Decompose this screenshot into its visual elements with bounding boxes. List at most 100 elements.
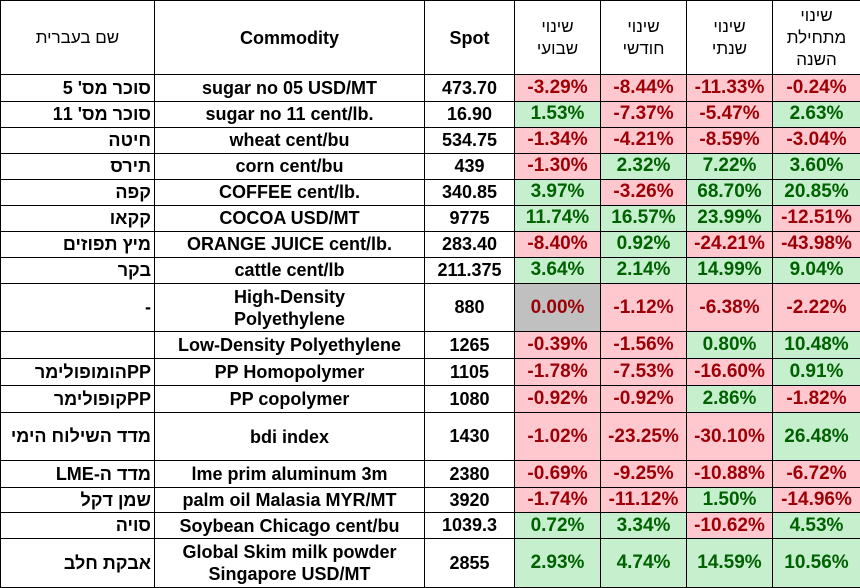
header-monthly-change: שינוי חודשי: [600, 0, 687, 75]
yearly-change-cell: 14.99%: [686, 256, 773, 284]
monthly-change-cell: 0.92%: [600, 230, 687, 258]
yearly-change-cell: -10.88%: [686, 460, 773, 489]
ytd-change-cell: 9.04%: [772, 256, 860, 284]
yearly-change-cell: -6.38%: [686, 282, 773, 333]
spot-price-cell: 1039.3: [424, 512, 515, 540]
commodity-name-line: ORANGE JUICE cent/lb.: [186, 234, 393, 255]
commodity-name-line: Global Skim milk powder: [182, 542, 397, 563]
hebrew-name-cell: אבקת חלב: [0, 538, 155, 588]
table-row: מדד השילוח הימי bdi index 1430 -1.02% -23.25…: [0, 412, 860, 462]
table-row: חיטה wheat cent/bu 534.75 -1.34% -4.21% -8.59…: [0, 126, 860, 154]
hebrew-name-cell: מדד ה-LME: [0, 460, 155, 489]
spot-price-cell: 1265: [424, 331, 515, 360]
yearly-change-cell: -5.47%: [686, 101, 773, 128]
yearly-change-cell: -8.59%: [686, 126, 773, 154]
commodity-name-cell: Low-Density Polyethylene: [154, 331, 425, 360]
header-row: שם בעברית Commodity Spot שינוי שבועי שינו…: [0, 0, 860, 75]
spot-price-cell: 340.85: [424, 178, 515, 206]
spot-price-cell: 3920: [424, 487, 515, 514]
commodity-name-line: sugar no 11 cent/lb.: [205, 104, 374, 125]
header-weekly-change: שינוי שבועי: [514, 0, 601, 75]
hebrew-name-cell: סויה: [0, 512, 155, 540]
commodity-name-line: Low-Density Polyethylene: [177, 335, 402, 356]
ytd-change-cell: -0.24%: [772, 74, 860, 102]
commodity-name-cell: PP copolymer: [154, 385, 425, 414]
weekly-change-cell: 0.00%: [514, 282, 601, 333]
weekly-change-cell: -0.69%: [514, 460, 601, 489]
header-yearly-change: שינוי שנתי: [686, 0, 773, 75]
hebrew-name-cell: חיטה: [0, 126, 155, 154]
ytd-change-cell: -2.22%: [772, 282, 860, 333]
weekly-change-cell: 0.72%: [514, 512, 601, 540]
hebrew-name-cell: [0, 331, 155, 360]
commodity-name-line: palm oil Malasia MYR/MT: [182, 490, 397, 511]
spot-price-cell: 283.40: [424, 230, 515, 258]
spot-price-cell: 9775: [424, 204, 515, 232]
commodity-name-cell: lme prim aluminum 3m: [154, 460, 425, 489]
yearly-change-cell: 1.50%: [686, 487, 773, 514]
table-row: קפה COFFEE cent/lb. 340.85 3.97% -3.26% 68.70…: [0, 178, 860, 206]
table-row: סוכר מס' 5 sugar no 05 USD/MT 473.70 -3.29%…: [0, 74, 860, 102]
monthly-change-cell: 2.32%: [600, 152, 687, 180]
commodity-name-cell: ORANGE JUICE cent/lb.: [154, 230, 425, 258]
hebrew-name-cell: סוכר מס' 5: [0, 74, 155, 102]
ytd-change-cell: 10.56%: [772, 538, 860, 588]
weekly-change-cell: -1.74%: [514, 487, 601, 514]
commodity-name-cell: bdi index: [154, 412, 425, 462]
spot-price-cell: 1105: [424, 358, 515, 387]
monthly-change-cell: -9.25%: [600, 460, 687, 489]
ytd-change-cell: -12.51%: [772, 204, 860, 232]
commodity-name-line: Soybean Chicago cent/bu: [179, 515, 400, 536]
spot-price-cell: 16.90: [424, 101, 515, 128]
table-row: שמן דקל palm oil Malasia MYR/MT 3920 -1.74%…: [0, 487, 860, 514]
hebrew-name-cell: מיץ תפוזים: [0, 230, 155, 258]
monthly-change-cell: 4.74%: [600, 538, 687, 588]
ytd-change-cell: -3.04%: [772, 126, 860, 154]
commodity-name-cell: sugar no 05 USD/MT: [154, 74, 425, 102]
table-row: PPקופולימר PP copolymer 1080 -0.92% -0.92% 2.…: [0, 385, 860, 414]
ytd-change-cell: -43.98%: [772, 230, 860, 258]
monthly-change-cell: -7.37%: [600, 101, 687, 128]
commodity-name-cell: High-Density Polyethylene: [154, 282, 425, 333]
commodity-name-cell: PP Homopolymer: [154, 358, 425, 387]
commodity-name-cell: Soybean Chicago cent/bu: [154, 512, 425, 540]
yearly-change-cell: -30.10%: [686, 412, 773, 462]
monthly-change-cell: -8.44%: [600, 74, 687, 102]
commodity-name-cell: COCOA USD/MT: [154, 204, 425, 232]
commodity-name-line: PP copolymer: [229, 389, 350, 410]
ytd-change-cell: 2.63%: [772, 101, 860, 128]
ytd-change-cell: 0.91%: [772, 358, 860, 387]
table-row: אבקת חלב Global Skim milk powder Singapore…: [0, 538, 860, 588]
commodity-name-cell: Global Skim milk powder Singapore USD/MT: [154, 538, 425, 588]
table-row: סוכר מס' 11 sugar no 11 cent/lb. 16.90 1.53…: [0, 101, 860, 128]
ytd-change-cell: 26.48%: [772, 412, 860, 462]
commodity-name-line: wheat cent/bu: [229, 130, 350, 151]
yearly-change-cell: 7.22%: [686, 152, 773, 180]
weekly-change-cell: 1.53%: [514, 101, 601, 128]
yearly-change-cell: 14.59%: [686, 538, 773, 588]
weekly-change-cell: -1.34%: [514, 126, 601, 154]
weekly-change-cell: -1.30%: [514, 152, 601, 180]
weekly-change-cell: 2.93%: [514, 538, 601, 588]
yearly-change-cell: 68.70%: [686, 178, 773, 206]
commodity-name-line: COCOA USD/MT: [219, 208, 360, 229]
commodity-name-line: lme prim aluminum 3m: [191, 464, 388, 485]
ytd-change-cell: 20.85%: [772, 178, 860, 206]
commodity-name-cell: cattle cent/lb: [154, 256, 425, 284]
hebrew-name-cell: תירס: [0, 152, 155, 180]
ytd-change-cell: 3.60%: [772, 152, 860, 180]
table-row: Low-Density Polyethylene 1265 -0.39% -1.56%…: [0, 331, 860, 360]
spot-price-cell: 1080: [424, 385, 515, 414]
weekly-change-cell: 3.64%: [514, 256, 601, 284]
yearly-change-cell: -24.21%: [686, 230, 773, 258]
weekly-change-cell: -1.02%: [514, 412, 601, 462]
commodity-name-line: Singapore USD/MT: [208, 564, 371, 585]
ytd-change-cell: -1.82%: [772, 385, 860, 414]
spot-price-cell: 473.70: [424, 74, 515, 102]
header-spot: Spot: [424, 0, 515, 75]
spot-price-cell: 439: [424, 152, 515, 180]
table-row: סויה Soybean Chicago cent/bu 1039.3 0.72% 3.…: [0, 512, 860, 540]
monthly-change-cell: -23.25%: [600, 412, 687, 462]
monthly-change-cell: -4.21%: [600, 126, 687, 154]
commodity-name-line: High-Density: [233, 286, 345, 307]
